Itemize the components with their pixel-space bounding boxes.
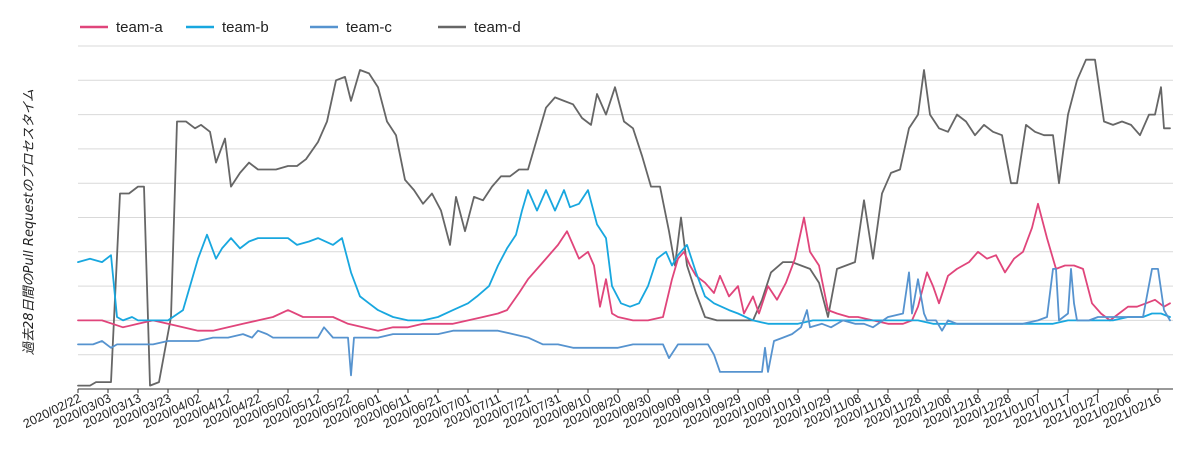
legend-label-team-b: team-b bbox=[222, 19, 269, 36]
legend-label-team-a: team-a bbox=[116, 19, 163, 36]
legend-label-team-c: team-c bbox=[346, 19, 392, 36]
legend-item-team-a[interactable]: team-a bbox=[80, 19, 163, 36]
series-line-team-c[interactable] bbox=[77, 268, 1171, 377]
legend-item-team-d[interactable]: team-d bbox=[438, 19, 521, 36]
series-line-team-d[interactable] bbox=[77, 58, 1171, 387]
series-line-team-b[interactable] bbox=[77, 189, 1171, 325]
legend: team-a team-b team-c team-d bbox=[80, 19, 521, 36]
legend-item-team-b[interactable]: team-b bbox=[186, 19, 269, 36]
series-line-team-a[interactable] bbox=[77, 202, 1171, 332]
y-axis-title: 過去28日間のPull Requestのプロセスタイム bbox=[22, 89, 37, 355]
series-layer bbox=[77, 58, 1171, 387]
gridlines bbox=[78, 45, 1173, 356]
legend-item-team-c[interactable]: team-c bbox=[310, 19, 392, 36]
x-axis-tick-labels: 2020/02/222020/03/032020/03/132020/03/23… bbox=[21, 389, 1163, 431]
legend-label-team-d: team-d bbox=[474, 19, 521, 36]
